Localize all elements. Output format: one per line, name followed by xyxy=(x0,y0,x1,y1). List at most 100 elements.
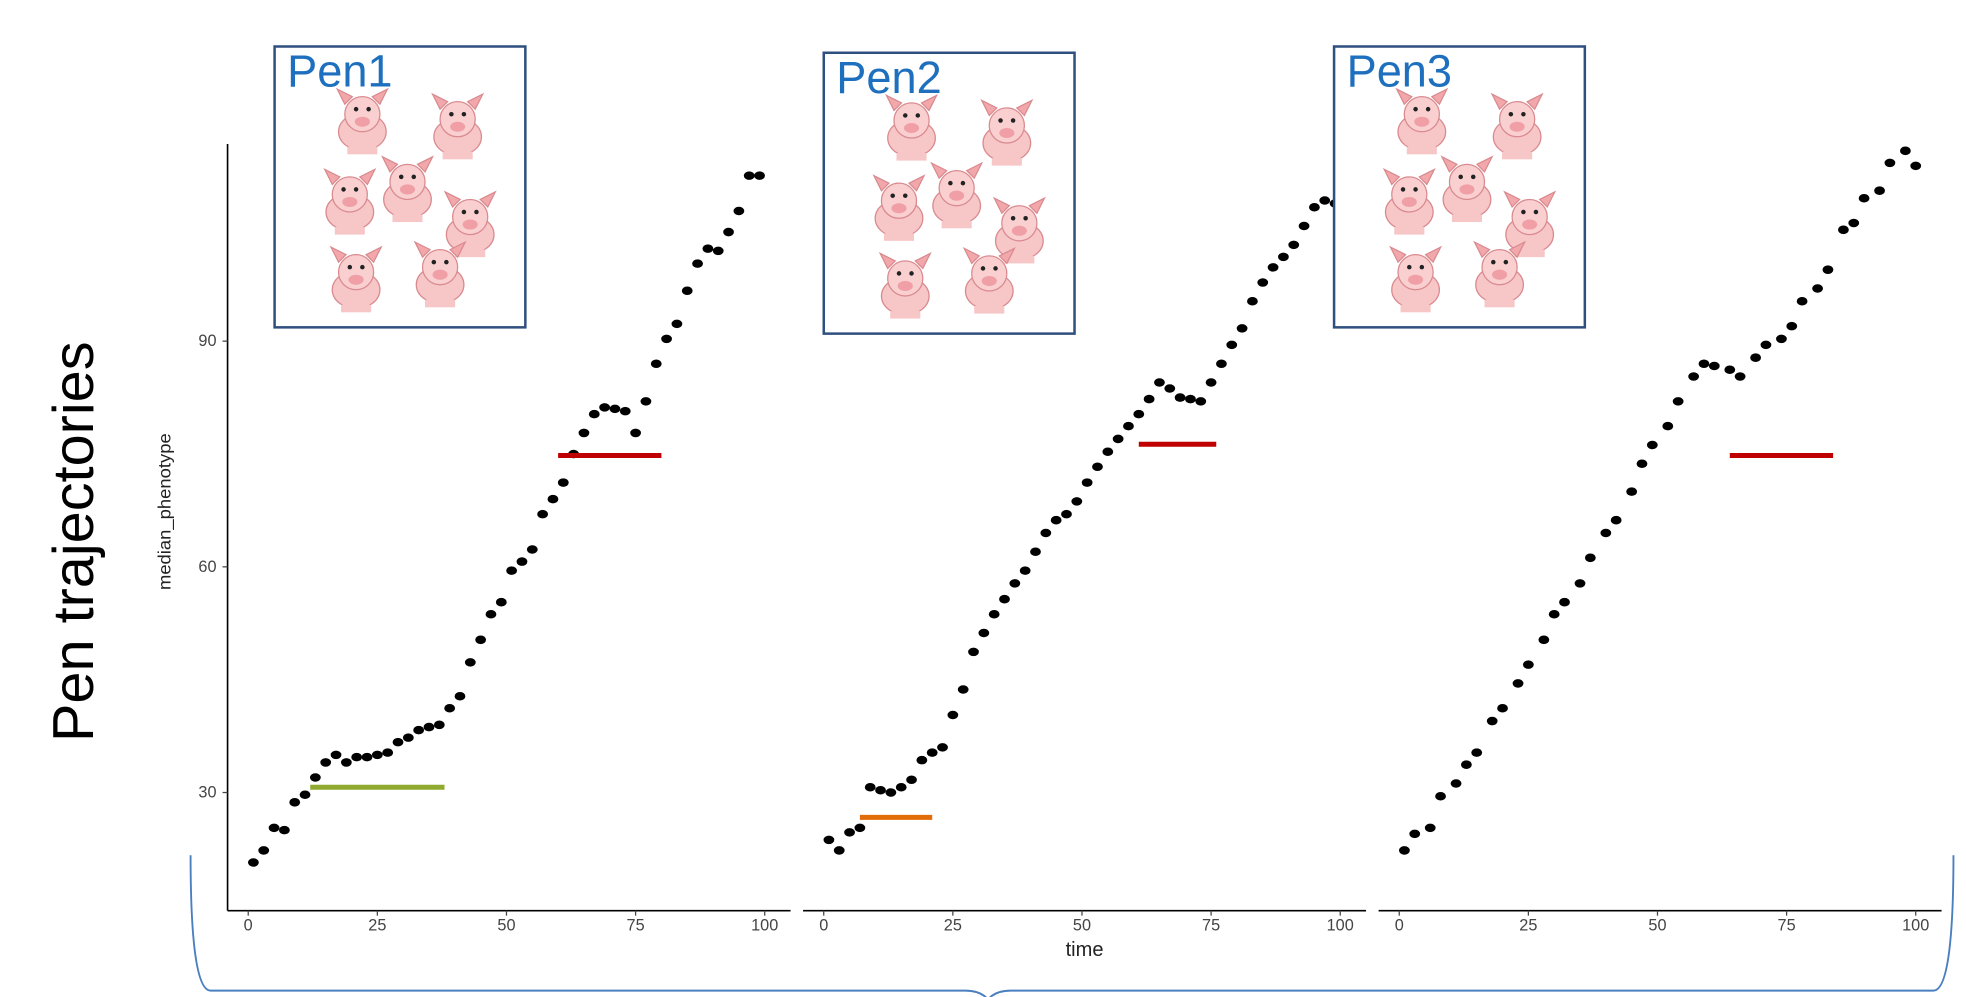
point xyxy=(362,753,373,762)
point xyxy=(486,610,497,619)
point xyxy=(537,510,548,519)
point xyxy=(1061,510,1072,519)
point xyxy=(310,773,321,782)
pig-snout xyxy=(349,275,364,285)
point xyxy=(1133,410,1144,419)
point xyxy=(1051,516,1062,525)
point xyxy=(1838,226,1849,235)
point xyxy=(1164,384,1175,393)
point xyxy=(517,557,528,566)
point xyxy=(824,836,835,845)
pig-snout xyxy=(1510,122,1525,132)
pig-eye xyxy=(354,107,359,112)
point xyxy=(1082,478,1093,487)
figure: Pen trajectories 0255075100306090median_… xyxy=(0,0,1966,997)
y-tick-label: 90 xyxy=(198,332,216,350)
point xyxy=(1309,203,1320,212)
point xyxy=(1874,186,1885,195)
point xyxy=(1471,748,1482,757)
point xyxy=(865,783,876,792)
point xyxy=(599,403,610,412)
pig-eye xyxy=(360,265,365,270)
point xyxy=(896,783,907,792)
point xyxy=(455,692,466,701)
point xyxy=(1848,219,1859,228)
pig-eye xyxy=(1491,260,1496,265)
pig-legs xyxy=(1485,300,1515,308)
point xyxy=(279,826,290,835)
point xyxy=(1299,222,1310,231)
pig-legs xyxy=(890,311,920,319)
point xyxy=(1144,395,1155,404)
pig-eye xyxy=(993,266,998,271)
pen-box: Pen3 xyxy=(1334,46,1585,328)
point xyxy=(1226,341,1237,350)
y-axis-label: median_phenotype xyxy=(155,433,176,590)
pig-eye xyxy=(412,175,417,180)
point xyxy=(548,495,559,504)
pig-eye xyxy=(432,260,437,265)
point xyxy=(1600,529,1611,538)
point xyxy=(885,788,896,797)
pig-snout xyxy=(1459,184,1474,194)
point xyxy=(703,244,714,253)
point xyxy=(927,748,938,757)
point xyxy=(1812,284,1823,293)
x-tick-label: 75 xyxy=(627,917,645,935)
pig-eye xyxy=(1521,112,1526,117)
pig-eye xyxy=(916,113,921,118)
point xyxy=(978,629,989,638)
point xyxy=(341,758,352,767)
point xyxy=(989,610,1000,619)
pig-snout xyxy=(1408,275,1423,285)
point xyxy=(1859,194,1870,203)
pig-eye xyxy=(1471,175,1476,180)
pig-eye xyxy=(399,175,404,180)
point xyxy=(434,721,445,730)
point xyxy=(475,636,486,645)
point xyxy=(1559,598,1570,607)
point xyxy=(1409,830,1420,839)
point xyxy=(320,758,331,767)
pig-eye xyxy=(444,260,449,265)
point xyxy=(1885,159,1896,168)
point xyxy=(947,711,958,720)
point xyxy=(1662,422,1673,431)
pig-eye xyxy=(1509,112,1514,117)
pig-eye xyxy=(474,210,479,215)
point xyxy=(672,320,683,329)
point xyxy=(1071,497,1082,506)
pig-legs xyxy=(1452,215,1482,223)
point xyxy=(1247,297,1258,306)
pig-eye xyxy=(1504,260,1509,265)
point xyxy=(844,828,855,837)
x-tick-label: 50 xyxy=(1648,917,1666,935)
pig-legs xyxy=(992,158,1022,166)
pig-snout xyxy=(355,117,370,127)
point xyxy=(1724,365,1735,374)
x-tick-label: 25 xyxy=(944,917,962,935)
pig-eye xyxy=(1011,216,1016,221)
pig-eye xyxy=(462,210,467,215)
pig-eye xyxy=(909,271,914,276)
point xyxy=(527,545,538,554)
page: {"title": "Pen trajectories", "chart_dat… xyxy=(0,0,1966,997)
point xyxy=(682,286,693,295)
pig-eye xyxy=(961,181,966,186)
point xyxy=(1513,679,1524,688)
pig-legs xyxy=(1407,147,1437,155)
point xyxy=(1451,779,1462,788)
point xyxy=(1637,460,1648,469)
point xyxy=(610,405,621,414)
x-tick-label: 0 xyxy=(244,917,253,935)
pig-eye xyxy=(1458,175,1463,180)
point xyxy=(506,566,517,575)
pen-box: Pen1 xyxy=(275,46,526,328)
point xyxy=(630,429,641,438)
point xyxy=(1237,324,1248,333)
point xyxy=(1575,579,1586,588)
pig-eye xyxy=(1413,107,1418,112)
point xyxy=(692,259,703,268)
point xyxy=(1585,554,1596,563)
point xyxy=(754,171,765,180)
